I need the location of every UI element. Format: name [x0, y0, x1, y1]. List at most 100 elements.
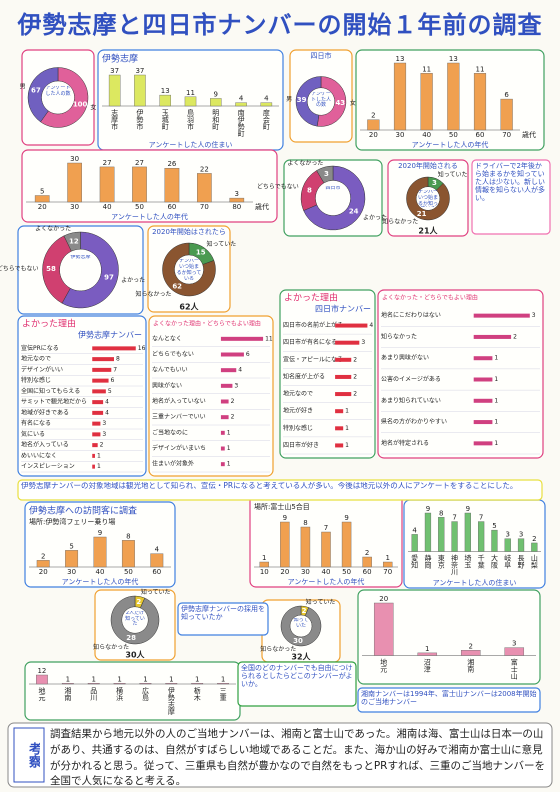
- segment-label: どちらでもない: [257, 182, 299, 190]
- item-value: 4: [105, 399, 109, 406]
- bar: [229, 197, 245, 203]
- item-value: 1: [345, 425, 349, 432]
- item-value: 7: [113, 366, 117, 373]
- unit-label: 歳代: [522, 130, 536, 139]
- category-label: 志摩市: [111, 108, 119, 131]
- value-label: 9: [214, 90, 218, 98]
- bar: [65, 550, 79, 568]
- donut-center: 伊勢志摩: [70, 255, 91, 261]
- item-value: 2: [231, 414, 235, 421]
- donut-segment: [61, 231, 119, 309]
- donut-segment: [303, 165, 366, 231]
- item-value: 1: [494, 440, 498, 447]
- category-label: 20: [369, 131, 378, 139]
- item-bar: [92, 378, 109, 383]
- category-label: 60: [476, 131, 485, 139]
- item-bar: [473, 398, 493, 403]
- item-label: なんとなく: [152, 335, 182, 342]
- bar: [280, 521, 290, 568]
- category-label: 40: [322, 568, 331, 576]
- bar: [259, 561, 270, 568]
- category-label: 60: [363, 568, 372, 576]
- bar: [164, 167, 180, 203]
- donut-center: ナンバーいつ始まるか知っている: [176, 259, 202, 280]
- conclusion-label-frame: [13, 727, 45, 783]
- item-bar: [473, 420, 493, 425]
- panel-frame: [24, 661, 241, 721]
- bar: [132, 166, 147, 203]
- segment-value: 21: [417, 210, 427, 218]
- segment-label: 知っていた: [438, 170, 468, 178]
- item-label: 地元なので: [21, 355, 51, 363]
- bar: [113, 683, 126, 685]
- item-value: 8: [116, 356, 120, 363]
- item-label: デザインがいい: [21, 365, 63, 373]
- category-label: 愛知: [411, 554, 419, 570]
- list-subheading: 伊勢志摩ナンバー: [78, 330, 142, 340]
- panel-frame: [357, 589, 541, 685]
- value-label: 7: [479, 514, 483, 522]
- segment-value: 12: [69, 237, 79, 245]
- value-label: 37: [135, 67, 144, 75]
- panel-frame: [17, 315, 147, 477]
- value-label: 26: [167, 160, 176, 168]
- item-bar: [473, 313, 530, 318]
- item-bar: [92, 389, 106, 394]
- item-label: 地名にこだわりはない: [381, 311, 441, 319]
- category-label: 20: [280, 568, 289, 576]
- donut-segment: [110, 595, 160, 645]
- panel-frame: [147, 225, 231, 313]
- segment-value: 97: [104, 273, 114, 281]
- item-label: 気にいる: [21, 430, 45, 438]
- item-label: めいいになく: [21, 452, 57, 459]
- item-value: 1: [494, 397, 498, 404]
- category-label: 地元: [380, 658, 388, 674]
- segment-label: どちらでもない: [0, 264, 39, 272]
- donut-segment: [27, 67, 59, 123]
- value-label: 1: [425, 645, 429, 653]
- category-label: 30: [396, 131, 405, 139]
- poster-title: 伊勢志摩と四日市ナンバーの開始１年前の調査: [17, 11, 543, 39]
- bar: [217, 683, 229, 685]
- value-label: 3: [235, 190, 239, 198]
- item-value: 11: [265, 335, 273, 342]
- note-frame: [357, 687, 541, 713]
- value-label: 4: [264, 95, 269, 103]
- bar: [531, 542, 538, 552]
- donut-segment: [280, 605, 322, 647]
- list-heading: よくなかった・どちらでもよい理由: [382, 294, 478, 302]
- bar: [447, 62, 460, 131]
- item-bar: [92, 410, 104, 415]
- chart-caption: アンケートした人の年代: [288, 577, 365, 586]
- item-bar: [473, 441, 493, 446]
- item-value: 3: [102, 420, 106, 427]
- note-frame: [177, 602, 269, 636]
- category-label: 50: [342, 568, 351, 576]
- value-label: 5: [69, 542, 73, 550]
- item-value: 2: [353, 391, 357, 398]
- item-bar: [92, 443, 98, 448]
- donut-segment: [316, 165, 334, 184]
- item-value: 1: [494, 419, 498, 426]
- item-bar: [92, 367, 112, 372]
- category-label: 40: [422, 131, 431, 139]
- value-label: 8: [439, 509, 443, 517]
- note-text: ドライバーで2年後から始まるかを知っていた人は少ない。新しい情報を知らない人が多…: [475, 162, 545, 203]
- item-value: 6: [111, 377, 115, 384]
- category-label: 三重: [219, 687, 227, 701]
- category-label: 度会町: [262, 108, 270, 130]
- value-label: 27: [103, 159, 112, 167]
- category-label: 10: [260, 568, 269, 576]
- bar: [438, 517, 445, 552]
- category-label: 東京: [437, 554, 445, 570]
- segment-label: 知らなかった: [382, 218, 418, 226]
- donut-center: アンケートした人の数: [45, 85, 71, 97]
- item-bar: [220, 383, 233, 388]
- value-label: 3: [512, 640, 516, 648]
- chart-caption: アンケートした人の年代: [412, 140, 489, 149]
- item-bar: [473, 356, 493, 361]
- item-label: あまり興味がない: [381, 354, 429, 362]
- value-label: 11: [186, 89, 195, 97]
- value-label: 4: [155, 546, 160, 554]
